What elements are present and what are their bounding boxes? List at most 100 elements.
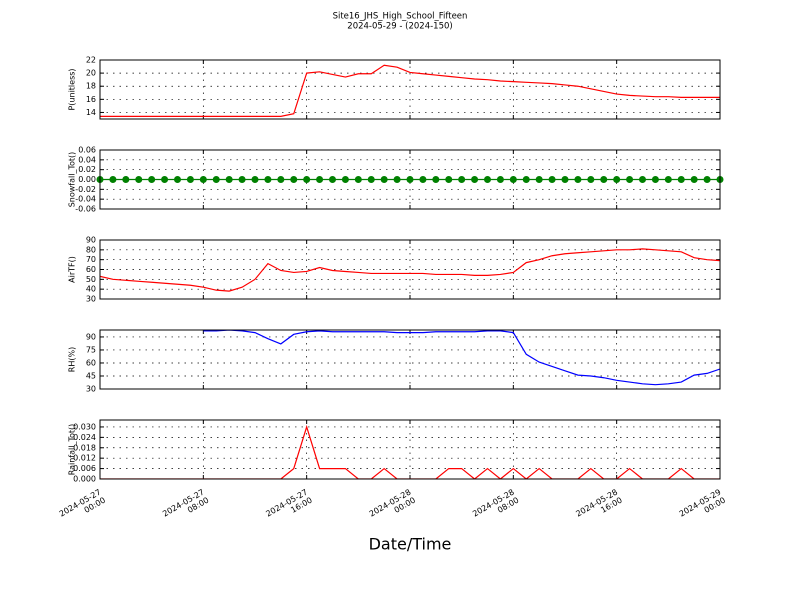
data-point xyxy=(651,176,659,183)
y-tick-label: 45 xyxy=(86,371,96,380)
x-tick-label: 2024-05-2708:00 xyxy=(161,487,210,526)
data-point xyxy=(613,176,621,183)
y-axis-label: RH(%) xyxy=(68,347,77,372)
x-tick-label: 2024-05-2808:00 xyxy=(471,487,520,526)
data-point xyxy=(458,176,466,183)
data-point xyxy=(664,176,672,183)
data-point xyxy=(186,176,194,183)
data-point xyxy=(251,176,259,183)
data-point xyxy=(484,176,491,183)
subtitle: 2024-05-29 - (2024-150) xyxy=(347,22,452,32)
data-point xyxy=(354,176,362,183)
data-point xyxy=(496,176,504,183)
data-point xyxy=(264,176,272,183)
axes-frame xyxy=(99,419,721,480)
y-tick-label: 0.000 xyxy=(73,475,96,484)
data-point xyxy=(690,176,698,183)
y-tick-label: 90 xyxy=(86,332,96,341)
data-point xyxy=(509,176,517,183)
y-tick-label: 0.04 xyxy=(78,155,96,164)
axes-frame xyxy=(99,149,721,210)
y-tick-label: 75 xyxy=(86,345,96,354)
y-tick-label: -0.02 xyxy=(75,185,96,194)
data-point xyxy=(600,176,608,183)
axes-frame xyxy=(99,329,721,390)
title: Site16_JHS_High_School_Fifteen xyxy=(333,12,468,22)
y-axis-label: Rainfall_Tot() xyxy=(68,424,77,476)
axes-frame xyxy=(99,59,721,120)
y-tick-label: 60 xyxy=(86,358,96,367)
data-point xyxy=(703,176,711,183)
y-axis-label: Snowfall_Tot() xyxy=(68,152,77,208)
y-tick-label: -0.04 xyxy=(75,195,96,204)
data-point xyxy=(393,176,401,183)
data-point xyxy=(341,176,349,183)
y-tick-label: 0.018 xyxy=(73,443,96,452)
y-tick-label: 90 xyxy=(86,236,96,245)
y-tick-label: 0.06 xyxy=(78,146,96,155)
x-tick-label: 2024-05-2716:00 xyxy=(264,487,313,526)
data-point xyxy=(161,176,169,183)
data-point xyxy=(574,176,582,183)
data-point xyxy=(548,176,556,183)
data-point xyxy=(303,176,311,183)
data-point xyxy=(212,176,220,183)
data-line xyxy=(203,330,720,386)
data-point xyxy=(522,176,530,183)
data-point xyxy=(225,176,233,183)
data-point xyxy=(639,176,646,183)
data-point xyxy=(561,176,569,183)
y-tick-label: 22 xyxy=(86,56,96,65)
y-tick-label: -0.06 xyxy=(75,205,96,214)
y-tick-label: 70 xyxy=(86,255,96,264)
axes-frame xyxy=(99,239,721,300)
data-point xyxy=(277,176,285,183)
x-tick-label: 2024-05-2700:00 xyxy=(57,487,106,526)
data-point xyxy=(445,176,453,183)
y-tick-label: 16 xyxy=(86,95,96,104)
y-tick-label: 0.024 xyxy=(73,433,96,442)
data-point xyxy=(535,176,543,183)
y-axis-label: P(unitless) xyxy=(68,68,77,110)
y-tick-label: 60 xyxy=(86,265,96,274)
x-tick-label: 2024-05-2900:00 xyxy=(677,487,726,526)
y-tick-label: 50 xyxy=(86,275,96,284)
y-tick-label: 30 xyxy=(86,385,96,394)
x-axis-label: Date/Time xyxy=(369,535,452,554)
data-line xyxy=(100,64,720,117)
data-point xyxy=(329,176,336,183)
y-tick-label: 14 xyxy=(86,108,96,117)
y-tick-label: 0.006 xyxy=(73,464,96,473)
data-point xyxy=(135,176,143,183)
data-point xyxy=(109,176,117,183)
y-tick-label: 80 xyxy=(86,245,96,254)
y-tick-label: 0.012 xyxy=(73,454,96,463)
y-tick-label: 18 xyxy=(86,82,96,91)
data-point xyxy=(406,176,414,183)
data-point xyxy=(148,176,156,183)
x-tick-label: 2024-05-2816:00 xyxy=(574,487,623,526)
data-point xyxy=(174,176,181,183)
data-point xyxy=(626,176,634,183)
data-point xyxy=(432,176,440,183)
data-line xyxy=(100,248,720,292)
y-tick-label: 0.030 xyxy=(73,422,96,431)
y-tick-label: 20 xyxy=(86,69,96,78)
data-point xyxy=(367,176,375,183)
data-point xyxy=(238,176,246,183)
y-tick-label: 40 xyxy=(86,285,96,294)
data-point xyxy=(122,176,130,183)
y-tick-label: 0.02 xyxy=(78,165,96,174)
data-point xyxy=(471,176,479,183)
x-tick-label: 2024-05-2800:00 xyxy=(367,487,416,526)
data-point xyxy=(380,176,388,183)
data-point xyxy=(290,176,298,183)
data-point xyxy=(316,176,324,183)
data-point xyxy=(677,176,685,183)
y-tick-label: 0.00 xyxy=(78,175,96,184)
y-axis-label: AirTF() xyxy=(68,256,77,283)
data-point xyxy=(199,176,207,183)
y-tick-label: 30 xyxy=(86,295,96,304)
data-point xyxy=(419,176,427,183)
